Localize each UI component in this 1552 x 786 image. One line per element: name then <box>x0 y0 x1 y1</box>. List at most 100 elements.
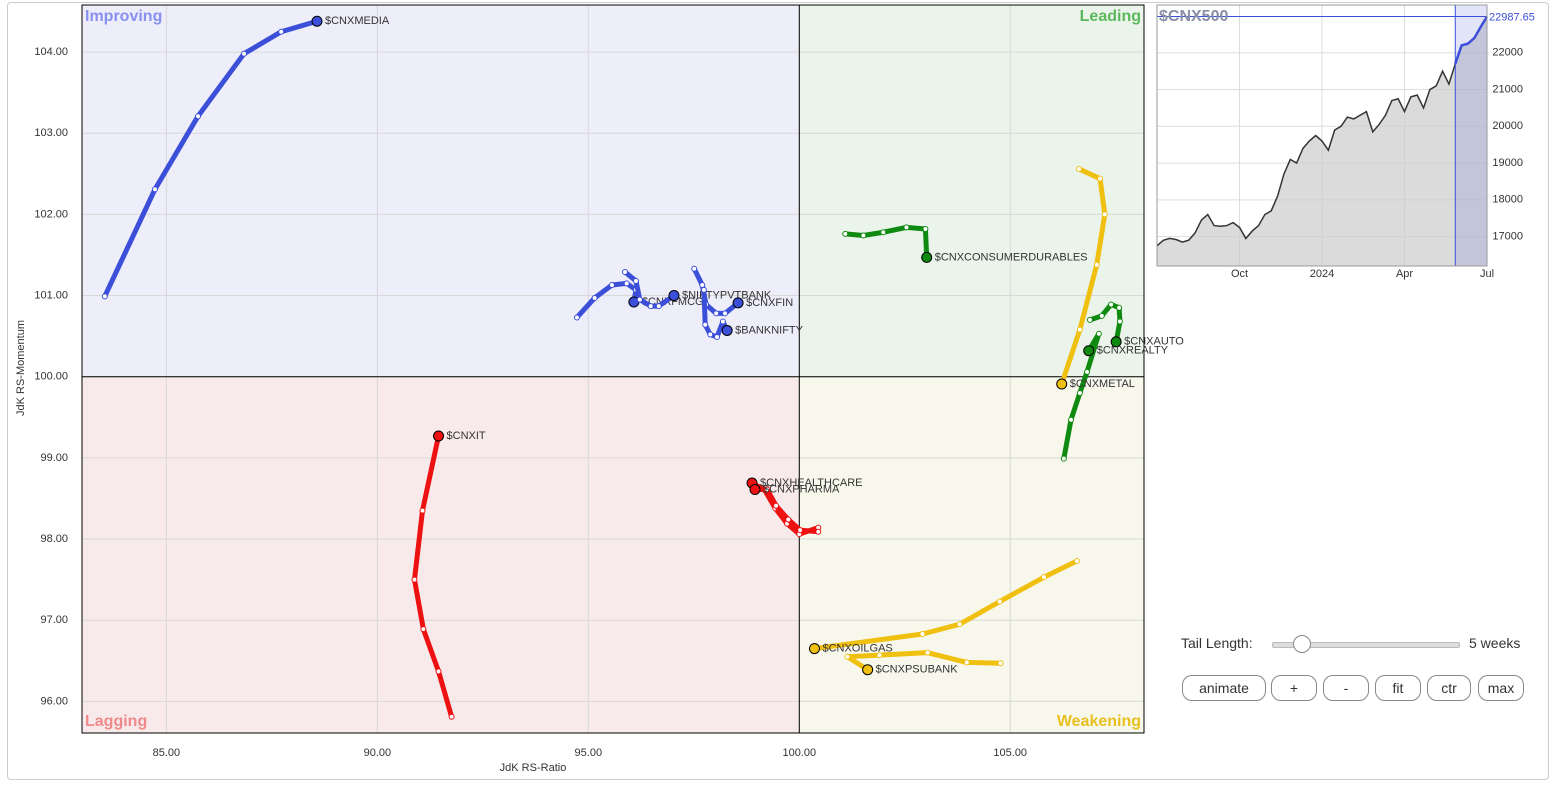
x-tick-label: 85.00 <box>153 747 181 759</box>
quadrant-label: Improving <box>85 8 162 25</box>
tail-point <box>1084 368 1091 375</box>
price-line <box>1156 16 1488 247</box>
tail-point <box>632 277 639 284</box>
y-tick-label: 97.00 <box>40 614 68 626</box>
quadrant-label: Lagging <box>85 713 147 730</box>
tail-point <box>101 293 108 300</box>
head-point <box>433 430 445 442</box>
tail-point <box>1073 557 1080 564</box>
tail-point <box>411 576 418 583</box>
head-point <box>1110 336 1122 348</box>
x-tick-label: Oct <box>1231 268 1248 280</box>
tail-point <box>815 528 822 535</box>
y-tick-label: 19000 <box>1492 157 1523 169</box>
tail-point <box>622 269 629 276</box>
y-tick-label: 17000 <box>1492 230 1523 242</box>
y-tick-label: 102.00 <box>34 208 68 220</box>
tail-point <box>963 659 970 666</box>
tail-point <box>707 331 714 338</box>
tail-point <box>1101 211 1108 218</box>
tail-point <box>919 630 926 637</box>
head-point <box>732 297 744 309</box>
y-tick-label: 98.00 <box>40 533 68 545</box>
tail-point <box>1116 304 1123 311</box>
slider-thumb[interactable] <box>1293 635 1311 653</box>
tail-point <box>996 598 1003 605</box>
tail-label: Tail Length: <box>1181 635 1253 651</box>
head-point <box>921 251 933 263</box>
tail-line <box>844 650 1004 673</box>
tail-point <box>1068 416 1075 423</box>
y-tick-label: 21000 <box>1492 83 1523 95</box>
tail-point <box>722 310 729 317</box>
control-button[interactable]: fit <box>1375 675 1421 701</box>
tail-point <box>714 333 721 340</box>
head-point <box>1056 378 1068 390</box>
head-point <box>721 324 733 336</box>
tail-point <box>195 113 202 120</box>
tail-point <box>1093 261 1100 268</box>
y-tick-label: 100.00 <box>34 371 68 383</box>
control-button[interactable]: - <box>1323 675 1369 701</box>
tail-point <box>591 294 598 301</box>
tail-point <box>1108 301 1115 308</box>
tail-slider[interactable] <box>1272 635 1460 653</box>
tail-point <box>880 229 887 236</box>
tail-point <box>420 626 427 633</box>
tail-point <box>608 282 615 288</box>
control-button[interactable]: ctr <box>1427 675 1471 701</box>
tail-point <box>713 310 720 317</box>
tail-line <box>1061 331 1102 462</box>
tail-point <box>241 50 248 57</box>
tail-point <box>924 649 931 656</box>
tail-point <box>435 668 442 675</box>
series-label: $CNXMETAL <box>1070 378 1135 390</box>
tail-point <box>797 527 804 534</box>
tail-point <box>773 502 780 509</box>
x-tick-label: 95.00 <box>575 747 603 759</box>
tail-point <box>1076 326 1083 333</box>
tail-point <box>151 186 158 193</box>
control-button[interactable]: animate <box>1182 675 1266 701</box>
control-button[interactable]: max <box>1478 675 1524 701</box>
y-tick-label: 96.00 <box>40 695 68 707</box>
tail-point <box>997 660 1004 667</box>
tail-point <box>1086 316 1093 323</box>
y-tick-label: 103.00 <box>34 127 68 139</box>
tail-point <box>844 653 851 660</box>
head-point <box>1083 345 1095 357</box>
y-tick-label: 18000 <box>1492 194 1523 206</box>
head-point <box>808 643 820 655</box>
tail-line <box>842 224 930 260</box>
series-label: $CNXPSUBANK <box>876 664 959 676</box>
tail-value: 5 weeks <box>1469 635 1521 651</box>
tail-point <box>700 286 707 293</box>
panel <box>7 2 1549 780</box>
y-tick-label: 22000 <box>1492 47 1523 59</box>
series-label: $CNXMEDIA <box>325 15 390 27</box>
tail-point <box>655 303 662 310</box>
head-point <box>862 664 874 676</box>
x-tick-label: Apr <box>1396 268 1413 280</box>
series-label: $CNXIT <box>447 430 486 442</box>
head-point <box>311 15 323 27</box>
tail-point <box>922 226 929 232</box>
control-button[interactable]: + <box>1271 675 1317 701</box>
series-label: $BANKNIFTY <box>735 324 804 336</box>
tail-point <box>699 282 706 288</box>
tail-point <box>764 486 771 493</box>
series-label: $CNXOILGAS <box>822 643 892 655</box>
y-tick-label: 101.00 <box>34 289 68 301</box>
series-label: $CNXPHARMA <box>763 483 840 495</box>
tail-point <box>1060 455 1067 462</box>
tail-point <box>647 303 654 310</box>
plot-border <box>81 4 1145 734</box>
quadrant-label: Leading <box>1080 8 1141 25</box>
y-tick-label: 99.00 <box>40 452 68 464</box>
tail-point <box>876 652 883 659</box>
quadrant <box>799 5 1144 377</box>
tail-point <box>842 230 849 237</box>
tail-line <box>811 558 1080 652</box>
tail-point <box>623 280 630 287</box>
